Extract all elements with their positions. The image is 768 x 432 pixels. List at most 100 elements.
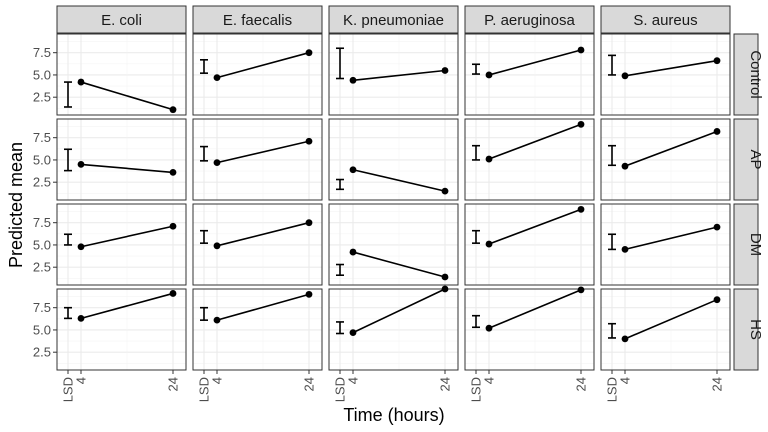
panel-border	[192, 288, 323, 371]
row-strip	[733, 118, 759, 201]
series-line	[488, 208, 582, 245]
panel	[56, 33, 187, 116]
row-strip-label: DM	[747, 233, 764, 256]
data-point	[621, 72, 629, 80]
panel-border	[328, 118, 459, 201]
column-strip-label: K. pneumoniae	[343, 12, 444, 29]
panel-border	[600, 118, 731, 201]
x-tick-label: 24	[166, 377, 181, 391]
panel-border	[464, 203, 595, 286]
y-tick-label: 7.5	[33, 45, 51, 60]
series-line	[216, 221, 310, 247]
series-group	[64, 222, 177, 251]
series-group	[200, 49, 313, 82]
x-tick-label: 4	[346, 377, 361, 384]
data-point	[577, 120, 585, 128]
series-line	[80, 225, 174, 248]
x-tick-label: LSD	[197, 377, 212, 402]
series-line	[352, 168, 446, 192]
data-point	[349, 166, 357, 174]
data-point	[441, 67, 449, 74]
series-line	[624, 59, 718, 77]
series-line	[624, 130, 718, 167]
data-point	[349, 76, 357, 84]
y-tick-label: 2.5	[33, 345, 51, 360]
data-point	[713, 57, 721, 65]
panel	[192, 203, 323, 286]
data-point	[349, 329, 357, 337]
series-line	[624, 226, 718, 251]
series-group	[200, 137, 313, 167]
panel-border	[464, 118, 595, 201]
panel	[56, 288, 187, 371]
series-group	[472, 46, 585, 79]
y-tick-label: 5.0	[33, 237, 51, 252]
series-line	[352, 69, 446, 82]
x-tick-label: 24	[302, 377, 317, 391]
data-point	[441, 285, 449, 293]
panel-border	[328, 33, 459, 116]
panel	[600, 33, 731, 116]
column-strip	[464, 5, 595, 34]
series-line	[216, 140, 310, 164]
column-strip	[56, 5, 187, 34]
panel	[328, 33, 459, 116]
data-point	[77, 78, 85, 86]
series-line	[216, 51, 310, 79]
x-tick-label: 24	[438, 377, 453, 391]
series-group	[608, 54, 721, 80]
series-group	[608, 128, 721, 170]
panel-border	[600, 33, 731, 116]
panel-border	[464, 288, 595, 371]
column-strip-label: E. coli	[101, 12, 142, 29]
series-group	[608, 296, 721, 343]
data-point	[169, 290, 177, 297]
row-strip	[733, 33, 759, 116]
series-group	[472, 286, 585, 332]
row-strip	[733, 288, 759, 371]
panel	[192, 118, 323, 201]
panel	[192, 33, 323, 116]
column-strip	[192, 5, 323, 34]
data-point	[577, 46, 585, 54]
series-group	[472, 120, 585, 163]
x-tick-label: LSD	[61, 377, 76, 402]
series-line	[80, 81, 174, 111]
column-strip-label: E. faecalis	[223, 12, 292, 29]
panel-border	[192, 118, 323, 201]
x-tick-label: LSD	[469, 377, 484, 402]
data-point	[169, 106, 177, 114]
series-line	[352, 251, 446, 278]
y-tick-label: 2.5	[33, 260, 51, 275]
panel	[600, 118, 731, 201]
panel-border	[192, 33, 323, 116]
series-group	[64, 148, 177, 176]
data-point	[713, 296, 721, 304]
panel-border	[600, 203, 731, 286]
y-tick-label: 7.5	[33, 215, 51, 230]
data-point	[621, 162, 629, 170]
y-tick-label: 5.0	[33, 322, 51, 337]
panel	[56, 118, 187, 201]
panel-border	[600, 288, 731, 371]
data-point	[485, 71, 493, 79]
series-line	[80, 163, 174, 174]
data-point	[77, 243, 85, 251]
row-strip-label: Control	[747, 50, 764, 98]
data-point	[349, 248, 357, 256]
x-tick-label: LSD	[333, 377, 348, 402]
series-group	[336, 248, 449, 281]
panel	[56, 203, 187, 286]
y-axis-title: Predicted mean	[6, 142, 26, 268]
y-tick-label: 7.5	[33, 300, 51, 315]
panel	[464, 203, 595, 286]
panel	[328, 203, 459, 286]
panel	[600, 288, 731, 371]
series-group	[336, 285, 449, 337]
panel	[600, 203, 731, 286]
panel	[464, 288, 595, 371]
x-tick-label: 4	[482, 377, 497, 384]
x-tick-label: 4	[210, 377, 225, 384]
series-line	[488, 49, 582, 76]
